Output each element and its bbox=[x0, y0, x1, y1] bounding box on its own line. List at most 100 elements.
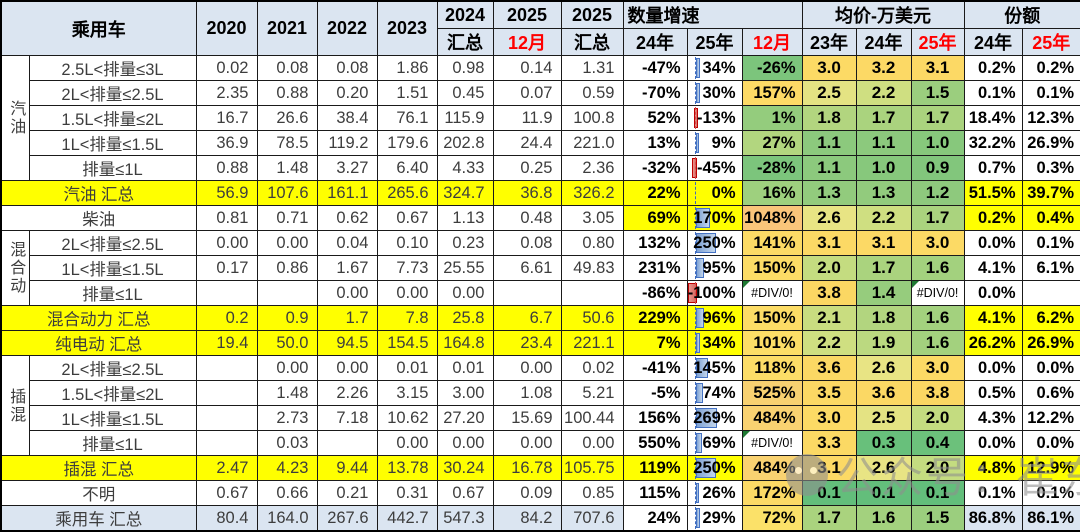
table-cell[interactable]: 0.00 bbox=[436, 280, 494, 306]
table-cell[interactable]: 0.67 bbox=[376, 205, 438, 231]
table-cell[interactable]: 13.78 bbox=[376, 455, 438, 481]
table-cell[interactable]: 3.00 bbox=[436, 380, 494, 406]
table-cell[interactable]: 100.44 bbox=[560, 405, 624, 431]
table-cell[interactable]: -32% bbox=[622, 155, 688, 181]
table-cell[interactable]: 0.3% bbox=[1021, 155, 1080, 181]
table-cell[interactable]: 0.7% bbox=[963, 155, 1023, 181]
table-cell[interactable]: 170% bbox=[686, 205, 743, 231]
table-cell[interactable]: 3.05 bbox=[560, 205, 624, 231]
table-cell[interactable]: 1048% bbox=[741, 205, 803, 231]
table-cell[interactable]: 0.1 bbox=[801, 480, 857, 506]
table-cell[interactable]: 0.03 bbox=[256, 430, 318, 456]
header-year-2021[interactable]: 2021 bbox=[256, 0, 318, 56]
table-cell[interactable]: 1% bbox=[741, 105, 803, 131]
row-label[interactable]: 汽油 汇总 bbox=[0, 180, 197, 206]
table-cell[interactable]: 27% bbox=[741, 130, 803, 156]
table-cell[interactable]: 1.0 bbox=[910, 130, 965, 156]
table-cell[interactable]: 74% bbox=[686, 380, 743, 406]
row-label[interactable]: 纯电动 汇总 bbox=[0, 330, 197, 356]
header-2025-total-bottom[interactable]: 汇总 bbox=[560, 28, 624, 56]
table-cell[interactable]: 0.1% bbox=[1021, 480, 1080, 506]
table-cell[interactable]: 1.6 bbox=[910, 255, 965, 281]
table-cell[interactable]: 0.80 bbox=[560, 230, 624, 256]
row-label[interactable]: 2L<排量≤2.5L bbox=[28, 230, 197, 256]
table-cell[interactable]: -100% bbox=[686, 280, 743, 306]
table-cell[interactable]: 4.23 bbox=[256, 455, 318, 481]
table-cell[interactable]: 4.1% bbox=[963, 255, 1023, 281]
header-share-25[interactable]: 25年 bbox=[1021, 28, 1080, 56]
table-cell[interactable]: 145% bbox=[686, 355, 743, 381]
table-cell[interactable]: 0.71 bbox=[256, 205, 318, 231]
table-cell[interactable]: 2.26 bbox=[316, 380, 378, 406]
header-price-24[interactable]: 24年 bbox=[855, 28, 912, 56]
table-cell[interactable]: 2.35 bbox=[195, 80, 258, 106]
header-share-24[interactable]: 24年 bbox=[963, 28, 1023, 56]
table-cell[interactable]: 16.78 bbox=[492, 455, 562, 481]
table-cell[interactable]: 1.7 bbox=[316, 305, 378, 331]
table-cell[interactable]: -45% bbox=[686, 155, 743, 181]
table-cell[interactable]: 96% bbox=[686, 305, 743, 331]
table-cell[interactable]: 1.1 bbox=[801, 155, 857, 181]
header-price-25[interactable]: 25年 bbox=[910, 28, 965, 56]
table-cell[interactable]: 2.2 bbox=[855, 205, 912, 231]
table-cell[interactable]: 100.8 bbox=[560, 105, 624, 131]
table-cell[interactable]: 86.1% bbox=[1021, 505, 1080, 532]
table-cell[interactable]: 1.7 bbox=[910, 205, 965, 231]
header-year-2020[interactable]: 2020 bbox=[195, 0, 258, 56]
table-cell[interactable]: 0.9 bbox=[910, 155, 965, 181]
table-cell[interactable]: 2.36 bbox=[560, 155, 624, 181]
table-cell[interactable]: 484% bbox=[741, 455, 803, 481]
table-cell[interactable]: 19.4 bbox=[195, 330, 258, 356]
table-cell[interactable]: 0.4% bbox=[1021, 205, 1080, 231]
table-cell[interactable]: 1.7 bbox=[855, 105, 912, 131]
table-cell[interactable]: 0.88 bbox=[195, 155, 258, 181]
table-cell[interactable]: 0.81 bbox=[195, 205, 258, 231]
table-cell[interactable]: 2.5 bbox=[855, 405, 912, 431]
table-cell[interactable]: 250% bbox=[686, 230, 743, 256]
table-cell[interactable] bbox=[195, 355, 258, 381]
table-cell[interactable]: 7.73 bbox=[376, 255, 438, 281]
header-2024-top[interactable]: 2024 bbox=[436, 0, 494, 29]
table-cell[interactable]: 105.75 bbox=[560, 455, 624, 481]
table-cell[interactable]: 1.86 bbox=[376, 55, 438, 81]
table-cell[interactable]: 221.0 bbox=[560, 130, 624, 156]
table-cell[interactable]: 26.2% bbox=[963, 330, 1023, 356]
table-cell[interactable]: 6.7 bbox=[492, 305, 562, 331]
table-cell[interactable]: 0.31 bbox=[376, 480, 438, 506]
table-cell[interactable]: 3.1 bbox=[801, 230, 857, 256]
table-cell[interactable]: 16% bbox=[741, 180, 803, 206]
row-label[interactable]: 不明 bbox=[0, 480, 197, 506]
table-cell[interactable] bbox=[195, 280, 258, 306]
table-cell[interactable]: 0.08 bbox=[492, 230, 562, 256]
table-cell[interactable]: 1.6 bbox=[910, 330, 965, 356]
table-cell[interactable]: 56.9 bbox=[195, 180, 258, 206]
table-cell[interactable]: 0.67 bbox=[436, 480, 494, 506]
table-cell[interactable]: 0.6% bbox=[1021, 380, 1080, 406]
table-cell[interactable]: -26% bbox=[741, 55, 803, 81]
table-cell[interactable]: 0.1 bbox=[910, 480, 965, 506]
table-cell[interactable]: 4.1% bbox=[963, 305, 1023, 331]
table-cell[interactable]: 0.08 bbox=[256, 55, 318, 81]
table-cell[interactable]: 7% bbox=[622, 330, 688, 356]
table-cell[interactable]: 0.02 bbox=[195, 55, 258, 81]
table-cell[interactable]: 10.62 bbox=[376, 405, 438, 431]
table-cell[interactable]: 101% bbox=[741, 330, 803, 356]
table-cell[interactable]: 2.47 bbox=[195, 455, 258, 481]
table-cell[interactable]: 0.2% bbox=[963, 205, 1023, 231]
table-cell[interactable]: 3.15 bbox=[376, 380, 438, 406]
table-cell[interactable]: 179.6 bbox=[376, 130, 438, 156]
table-cell[interactable]: -86% bbox=[622, 280, 688, 306]
row-group-label[interactable]: 汽油 bbox=[0, 55, 30, 181]
table-cell[interactable]: 547.3 bbox=[436, 505, 494, 532]
table-cell[interactable]: 0.00 bbox=[492, 430, 562, 456]
table-cell[interactable]: 3.3 bbox=[801, 430, 857, 456]
row-label[interactable]: 1L<排量≤1.5L bbox=[28, 130, 197, 156]
table-cell[interactable]: 1.48 bbox=[256, 155, 318, 181]
table-cell[interactable]: 0.07 bbox=[492, 80, 562, 106]
table-cell[interactable]: 6.2% bbox=[1021, 305, 1080, 331]
table-cell[interactable]: 0.25 bbox=[492, 155, 562, 181]
table-cell[interactable]: 0.88 bbox=[256, 80, 318, 106]
header-year-2023[interactable]: 2023 bbox=[376, 0, 438, 56]
table-cell[interactable]: 51.5% bbox=[963, 180, 1023, 206]
table-cell[interactable]: 1.7 bbox=[855, 255, 912, 281]
